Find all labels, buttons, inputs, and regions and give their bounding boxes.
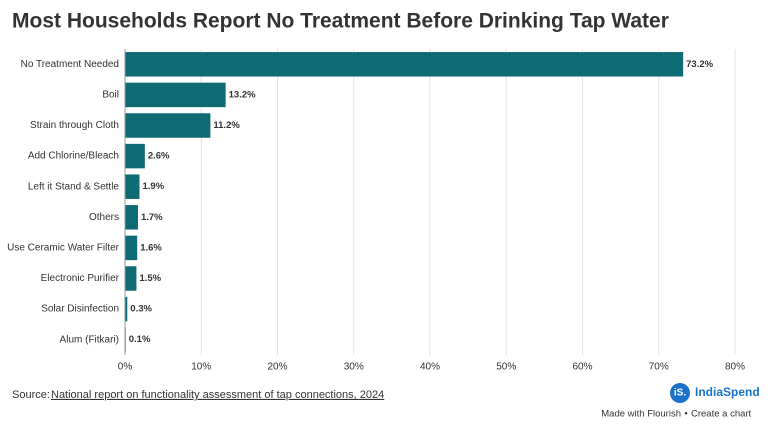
chart-title: Most Households Report No Treatment Befo… — [12, 10, 669, 33]
bar — [125, 266, 137, 291]
bar — [125, 205, 138, 230]
value-label: 13.2% — [229, 89, 256, 100]
value-label: 1.5% — [139, 273, 161, 284]
value-label: 1.9% — [142, 181, 164, 192]
footer-sep: • — [684, 409, 687, 420]
bar — [125, 52, 684, 77]
y-tick-label: Electronic Purifier — [41, 273, 120, 284]
value-label: 0.1% — [129, 334, 151, 345]
y-tick-label: Add Chlorine/Bleach — [28, 151, 119, 162]
x-tick-label: 80% — [725, 362, 745, 373]
value-label: 0.3% — [130, 304, 152, 315]
x-tick-label: 60% — [572, 362, 592, 373]
logo-name: IndiaSpend — [695, 385, 760, 399]
bar — [125, 296, 128, 322]
x-tick-label: 10% — [191, 362, 211, 373]
source-label: Source: — [12, 389, 50, 401]
value-label: 73.2% — [686, 59, 713, 70]
y-tick-label: Solar Disinfection — [41, 304, 119, 315]
y-tick-label: Strain through Cloth — [30, 120, 119, 131]
x-tick-label: 50% — [496, 362, 516, 373]
source-link[interactable]: National report on functionality assessm… — [51, 389, 384, 401]
footer-create[interactable]: Create a chart — [691, 409, 752, 420]
x-tick-label: 20% — [267, 362, 287, 373]
x-tick-label: 40% — [420, 362, 440, 373]
value-label: 11.2% — [213, 120, 240, 131]
x-tick-label: 70% — [649, 362, 669, 373]
bar — [125, 82, 226, 108]
value-label: 1.6% — [140, 242, 162, 253]
y-tick-label: No Treatment Needed — [21, 59, 119, 70]
bar — [125, 235, 138, 261]
x-tick-label: 30% — [344, 362, 364, 373]
value-label: 2.6% — [148, 151, 170, 162]
y-tick-label: Use Ceramic Water Filter — [7, 243, 120, 254]
value-label: 1.7% — [141, 212, 163, 223]
y-tick-label: Boil — [102, 90, 119, 101]
logo-circle — [670, 383, 690, 403]
footer-made: Made with Flourish — [601, 409, 681, 420]
bar — [125, 113, 211, 138]
bar — [125, 143, 145, 169]
logo-mark: iS. — [674, 388, 686, 399]
y-tick-label: Alum (Fitkari) — [60, 334, 119, 345]
y-tick-label: Left it Stand & Settle — [28, 181, 120, 192]
bar — [125, 174, 140, 199]
y-tick-label: Others — [89, 212, 119, 223]
x-tick-label: 0% — [118, 362, 133, 373]
